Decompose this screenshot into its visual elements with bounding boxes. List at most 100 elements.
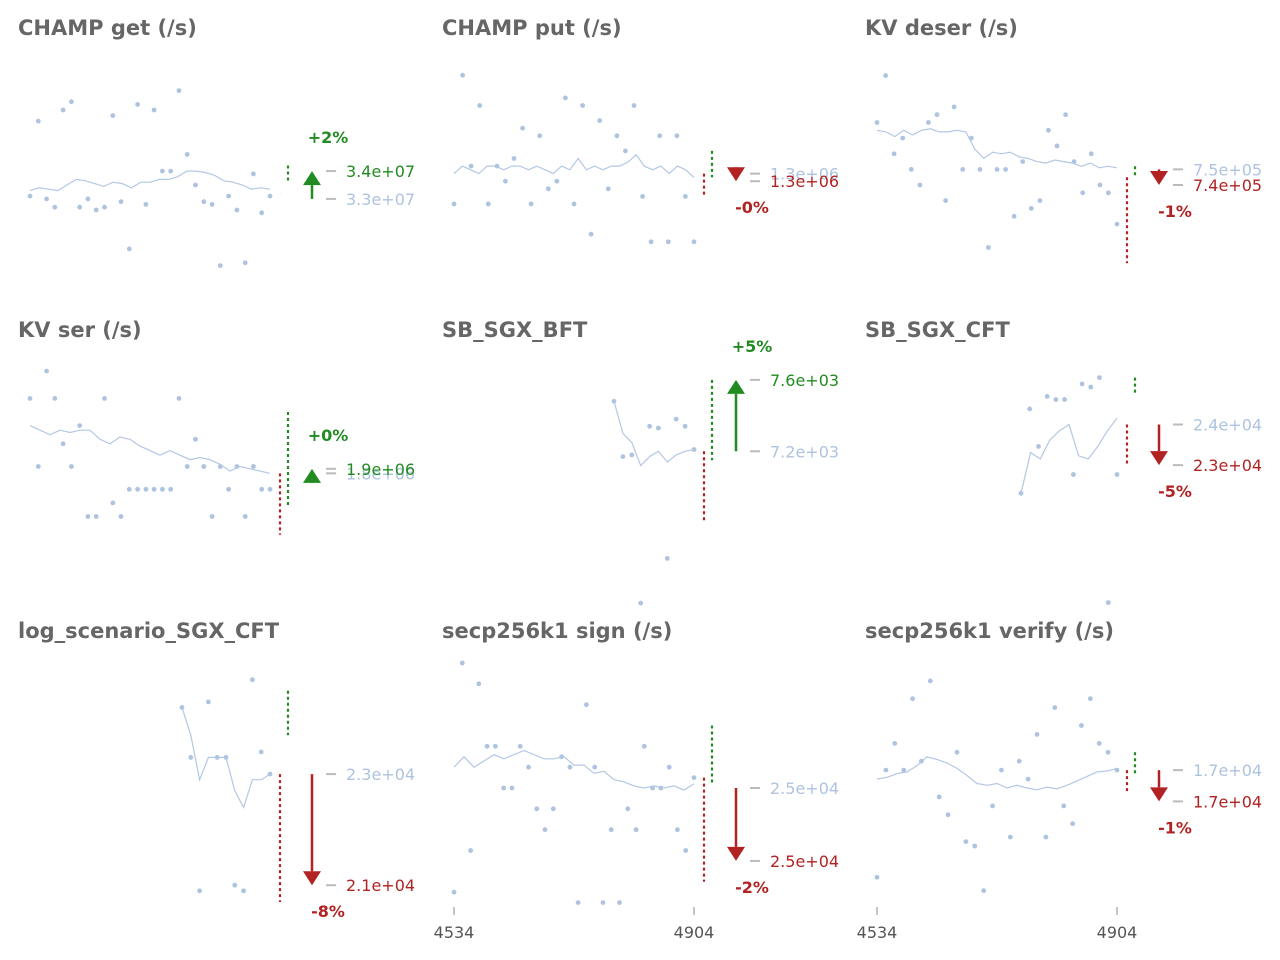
old-value-label: 1.8e+06 xyxy=(346,464,415,483)
trend-line xyxy=(29,170,271,192)
data-point xyxy=(77,204,83,210)
chart-title: KV deser (/s) xyxy=(865,16,1018,40)
data-point xyxy=(981,888,987,894)
change-percent-label: -1% xyxy=(1158,202,1192,221)
data-point xyxy=(69,464,74,469)
data-point xyxy=(217,263,223,268)
old-value-label: 3.3e+07 xyxy=(346,190,415,209)
data-point xyxy=(93,514,99,519)
data-point xyxy=(197,888,203,894)
old-value-label: 7.2e+03 xyxy=(770,442,839,461)
chart-title: secp256k1 sign (/s) xyxy=(442,619,672,643)
data-point xyxy=(901,767,907,773)
data-point xyxy=(1034,732,1040,737)
trend-line xyxy=(453,749,695,791)
x-axis-tick-label: 4534 xyxy=(434,923,475,942)
change-percent-label: -0% xyxy=(735,198,769,217)
data-point xyxy=(1062,397,1067,402)
data-point xyxy=(1105,749,1111,755)
new-value-label: 7.6e+03 xyxy=(770,371,839,390)
change-percent-label: +2% xyxy=(308,128,349,147)
data-point xyxy=(945,812,951,818)
data-point xyxy=(528,201,534,207)
data-point xyxy=(554,178,560,184)
change-arrow-head xyxy=(1150,787,1168,802)
change-arrow-head xyxy=(303,468,321,483)
data-point xyxy=(234,207,240,213)
data-point xyxy=(226,486,232,492)
data-point xyxy=(633,827,639,833)
old-value-label: 2.3e+04 xyxy=(346,765,415,784)
data-point xyxy=(201,199,207,205)
old-value-label: 2.5e+04 xyxy=(770,779,839,798)
data-point xyxy=(892,741,898,746)
data-point xyxy=(259,210,265,216)
data-point xyxy=(1096,741,1102,746)
data-point xyxy=(1061,803,1067,809)
change-arrow-head xyxy=(1150,451,1168,466)
data-point xyxy=(267,193,273,199)
data-point xyxy=(143,202,149,207)
data-point xyxy=(951,104,957,110)
data-point xyxy=(168,168,174,174)
data-point xyxy=(485,201,491,207)
data-point xyxy=(584,702,589,708)
chart-panel-7: log_scenario_SGX_CFT 2.3e+04 2.1e+04-8% xyxy=(18,619,415,921)
data-point xyxy=(550,806,556,812)
data-point xyxy=(209,514,215,519)
data-point xyxy=(193,436,198,442)
data-point xyxy=(986,245,991,250)
data-point xyxy=(1071,472,1076,477)
data-point xyxy=(232,882,238,888)
data-point xyxy=(883,73,888,78)
data-point xyxy=(563,95,568,101)
data-point xyxy=(1046,127,1051,133)
data-point xyxy=(1027,406,1033,412)
data-point xyxy=(520,125,525,131)
data-point xyxy=(656,425,661,431)
data-point xyxy=(135,486,141,492)
data-point xyxy=(614,133,620,139)
data-point xyxy=(1087,696,1093,702)
data-point xyxy=(77,423,83,428)
data-point xyxy=(85,514,91,519)
chart-panel-1: CHAMP get (/s) 3.3e+07 3.4e+07 +2% xyxy=(18,16,415,268)
new-value-label: 1.3e+06 xyxy=(770,172,839,191)
chart-panel-3: KV deser (/s) 7.5e+057.4e+05-1% xyxy=(865,16,1262,264)
data-point xyxy=(188,755,194,760)
data-point xyxy=(691,775,697,780)
data-point xyxy=(1097,182,1103,188)
change-percent-label: -1% xyxy=(1158,818,1192,837)
data-point xyxy=(27,193,33,199)
chart-panel-2: CHAMP put (/s) 1.3e+061.3e+06-0% xyxy=(442,16,839,245)
data-point xyxy=(484,743,490,749)
chart-title: secp256k1 verify (/s) xyxy=(865,619,1114,643)
old-value-label: 2.4e+04 xyxy=(1193,416,1262,435)
data-point xyxy=(691,239,697,245)
trend-line xyxy=(876,756,1118,791)
data-point xyxy=(151,486,157,492)
data-point xyxy=(537,133,543,139)
data-point xyxy=(567,764,573,770)
change-percent-label: -5% xyxy=(1158,482,1192,501)
trend-line xyxy=(453,153,695,178)
data-point xyxy=(44,196,49,202)
data-point xyxy=(1044,394,1050,399)
old-value-label: 7.5e+05 xyxy=(1193,160,1262,179)
change-arrow-head xyxy=(727,379,745,394)
data-point xyxy=(1114,221,1120,227)
data-point xyxy=(1088,151,1094,157)
data-point xyxy=(664,556,670,561)
data-point xyxy=(647,423,652,429)
data-point xyxy=(1028,206,1034,211)
change-percent-label: +0% xyxy=(308,426,349,445)
data-point xyxy=(972,843,978,849)
data-point xyxy=(908,167,914,172)
data-point xyxy=(1052,705,1058,710)
data-point xyxy=(927,678,933,684)
data-point xyxy=(126,486,132,492)
data-point xyxy=(242,514,248,519)
data-point xyxy=(683,194,688,199)
data-point xyxy=(102,204,107,210)
